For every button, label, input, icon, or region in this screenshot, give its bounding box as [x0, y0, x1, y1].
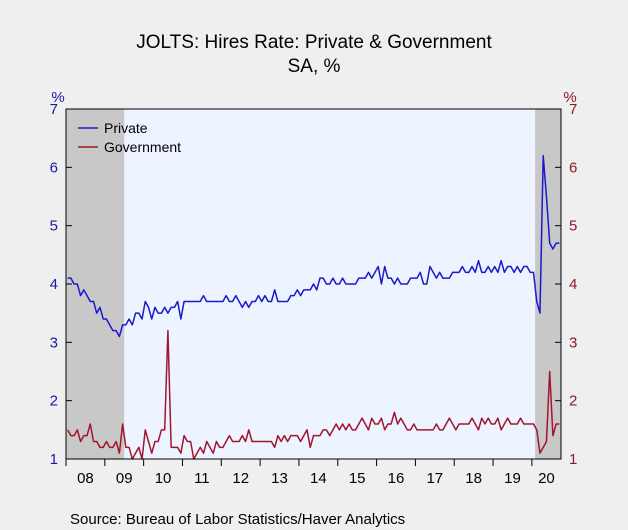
- y-tick-label-left-3: 3: [50, 334, 58, 351]
- x-tick-label-19: 19: [504, 470, 521, 487]
- chart-title: JOLTS: Hires Rate: Private & Government: [136, 32, 492, 53]
- legend-private-label: Private: [104, 120, 148, 136]
- x-tick-label-14: 14: [310, 470, 327, 487]
- x-tick-label-11: 11: [194, 470, 210, 487]
- y-tick-label-left-6: 6: [50, 159, 58, 176]
- series-line-government: [66, 329, 560, 460]
- y-tick-label-right-4: 4: [569, 276, 577, 293]
- x-tick-label-09: 09: [116, 470, 133, 487]
- x-tick-label-17: 17: [426, 470, 443, 487]
- left-axis-unit: %: [51, 89, 64, 106]
- x-tick-label-15: 15: [349, 470, 366, 487]
- plot-frame: [65, 108, 562, 460]
- y-tick-label-left-7: 7: [50, 101, 58, 118]
- right-axis-unit: %: [563, 89, 576, 106]
- y-tick-label-right-7: 7: [569, 101, 577, 118]
- x-tick-label-13: 13: [271, 470, 288, 487]
- chart-subtitle: SA, %: [288, 56, 341, 77]
- y-tick-label-right-3: 3: [569, 334, 577, 351]
- series-line-private: [67, 154, 560, 338]
- x-tick-label-20: 20: [538, 470, 555, 487]
- y-tick-label-right-6: 6: [569, 159, 577, 176]
- y-tick-label-right-2: 2: [569, 393, 577, 410]
- y-tick-label-right-5: 5: [569, 218, 577, 235]
- series-lines: [66, 154, 560, 460]
- plot-border: [65, 108, 562, 460]
- y-tick-label-right-1: 1: [569, 451, 577, 468]
- legend-government-label: Government: [104, 139, 181, 155]
- x-tick-label-12: 12: [232, 470, 249, 487]
- y-tick-label-left-5: 5: [50, 218, 58, 235]
- y-tick-label-left-1: 1: [50, 451, 58, 468]
- y-tick-label-left-4: 4: [50, 276, 58, 293]
- x-tick-label-10: 10: [155, 470, 172, 487]
- source-note: Source: Bureau of Labor Statistics/Haver…: [70, 511, 405, 528]
- y-tick-label-left-2: 2: [50, 393, 58, 410]
- axis-ticks: 1 12 23 34 45 56 67 708 09 10 11 12 13 14 15 16 17 18 19 20: [50, 101, 578, 487]
- legend: Private Government: [78, 120, 181, 155]
- x-tick-label-18: 18: [465, 470, 482, 487]
- x-tick-label-16: 16: [388, 470, 405, 487]
- x-tick-label-08: 08: [77, 470, 94, 487]
